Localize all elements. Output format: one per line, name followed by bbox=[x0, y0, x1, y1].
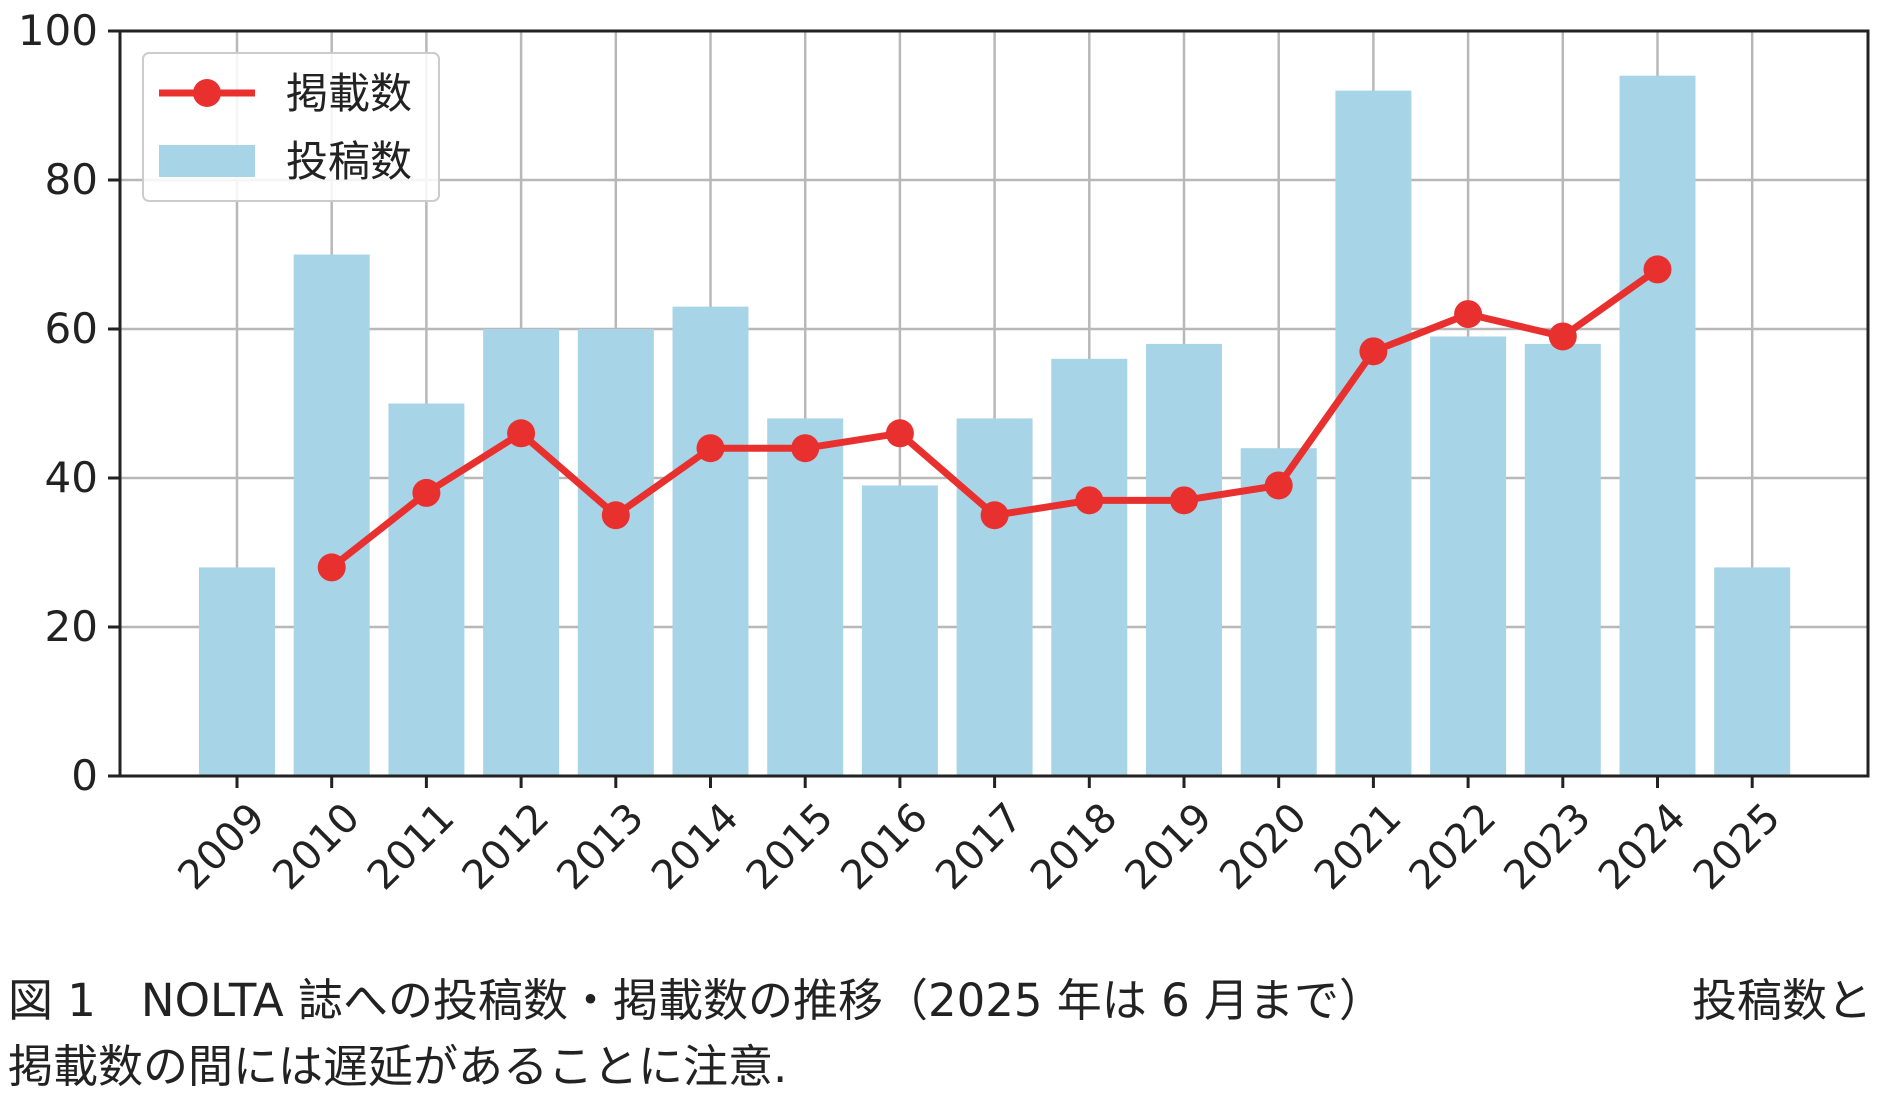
x-tick-label: 2022 bbox=[1401, 795, 1506, 900]
x-tick-label: 2014 bbox=[643, 795, 748, 900]
data-point bbox=[696, 434, 725, 463]
x-tick-label: 2012 bbox=[454, 795, 559, 900]
x-tick-label: 2013 bbox=[548, 795, 653, 900]
bar bbox=[1619, 75, 1696, 776]
y-tick-label: 80 bbox=[45, 155, 98, 204]
x-tick-label: 2010 bbox=[264, 795, 369, 900]
bar bbox=[1524, 343, 1601, 776]
caption-line1: 図 1 NOLTA 誌への投稿数・掲載数の推移（2025 年は 6 月まで） bbox=[8, 974, 1385, 1027]
x-tick-label: 2011 bbox=[359, 795, 464, 900]
bar bbox=[388, 403, 465, 776]
y-tick-label: 20 bbox=[45, 602, 98, 651]
axes bbox=[108, 29, 1870, 788]
bar bbox=[672, 306, 749, 776]
x-tick-label: 2021 bbox=[1306, 795, 1411, 900]
bar bbox=[1051, 358, 1128, 776]
bar bbox=[1146, 343, 1222, 776]
data-point bbox=[980, 501, 1009, 530]
data-point bbox=[1075, 486, 1104, 515]
x-tick-label: 2009 bbox=[170, 795, 275, 900]
x-tick-label: 2025 bbox=[1685, 795, 1790, 900]
legend-bar-swatch bbox=[159, 145, 255, 177]
data-point bbox=[1264, 471, 1293, 500]
bar bbox=[199, 567, 275, 776]
x-tick-label: 2016 bbox=[832, 795, 937, 900]
x-tick-label: 2020 bbox=[1211, 795, 1316, 900]
bar bbox=[956, 418, 1033, 776]
data-point bbox=[1359, 337, 1388, 366]
x-tick-label: 2015 bbox=[738, 795, 843, 900]
y-tick-label: 0 bbox=[71, 751, 98, 800]
y-tick-label: 40 bbox=[45, 453, 98, 502]
data-point bbox=[507, 419, 536, 448]
y-tick-label: 60 bbox=[45, 304, 98, 353]
x-tick-label: 2024 bbox=[1590, 795, 1695, 900]
caption-line2: 掲載数の間には遅延があることに注意. bbox=[8, 1040, 788, 1093]
legend-label: 投稿数 bbox=[286, 137, 412, 186]
data-point bbox=[885, 419, 914, 448]
data-point bbox=[1170, 486, 1198, 515]
bar-series bbox=[199, 75, 1791, 777]
chart: 0 20 40 60 80 100 2009201020112012201320142015… bbox=[18, 6, 1870, 900]
y-tick-label: 100 bbox=[18, 6, 98, 55]
bar bbox=[1335, 90, 1412, 777]
data-point bbox=[1454, 300, 1483, 329]
data-point bbox=[791, 434, 820, 463]
bar bbox=[577, 329, 654, 776]
data-point bbox=[601, 501, 630, 530]
data-point bbox=[412, 478, 441, 507]
bar bbox=[861, 485, 938, 776]
legend-label: 掲載数 bbox=[286, 69, 412, 118]
x-tick-label: 2018 bbox=[1022, 795, 1127, 900]
data-point bbox=[1643, 255, 1672, 284]
legend-marker bbox=[193, 79, 221, 107]
data-point bbox=[317, 553, 346, 582]
figure-caption: 図 1 NOLTA 誌への投稿数・掲載数の推移（2025 年は 6 月まで） 投… bbox=[8, 968, 1872, 1100]
x-tick-label: 2019 bbox=[1117, 795, 1222, 900]
bar bbox=[1240, 448, 1317, 776]
bar bbox=[483, 329, 560, 776]
line-series bbox=[317, 255, 1672, 582]
bar bbox=[767, 418, 844, 776]
data-point bbox=[1548, 322, 1577, 351]
bar bbox=[1714, 567, 1791, 776]
bar bbox=[1430, 336, 1507, 776]
x-tick-label: 2017 bbox=[927, 795, 1032, 900]
caption-line1-tail: 投稿数と bbox=[1691, 974, 1872, 1027]
x-tick-label: 2023 bbox=[1495, 795, 1600, 900]
bar bbox=[293, 254, 370, 776]
